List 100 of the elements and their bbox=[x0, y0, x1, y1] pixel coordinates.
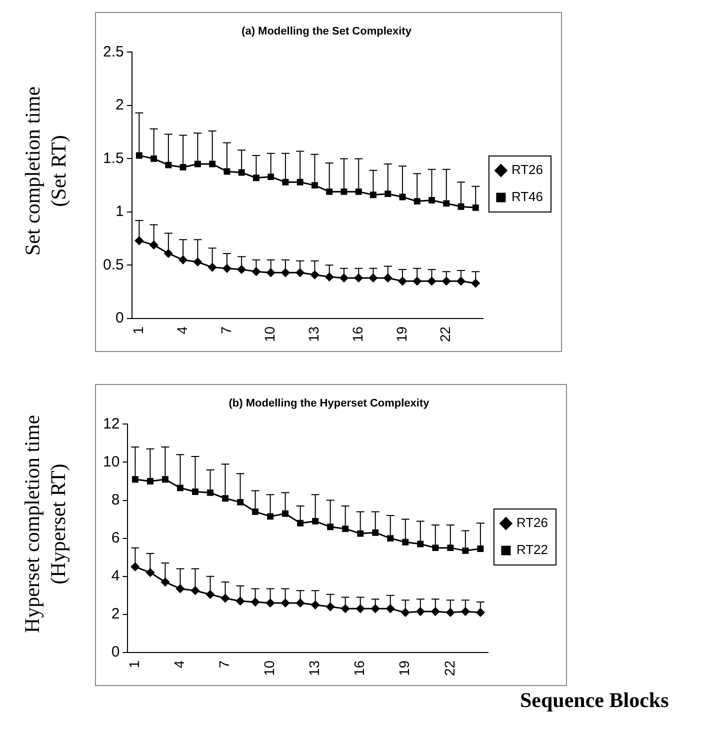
x-tick-label: 22 bbox=[441, 660, 458, 676]
point bbox=[165, 162, 172, 168]
point bbox=[399, 194, 406, 200]
x-tick-label: 16 bbox=[349, 326, 366, 342]
point bbox=[130, 562, 140, 572]
y-tick-label: 0 bbox=[116, 310, 124, 327]
legend-label: RT22 bbox=[516, 542, 548, 558]
point bbox=[237, 265, 246, 274]
point bbox=[237, 498, 244, 506]
point bbox=[476, 608, 485, 617]
point bbox=[177, 484, 184, 492]
point bbox=[266, 268, 276, 277]
point bbox=[252, 267, 260, 276]
chart-title: (b) Modelling the Hyperset Complexity bbox=[228, 398, 430, 410]
x-tick-label: 19 bbox=[393, 326, 410, 342]
point bbox=[442, 276, 451, 286]
point bbox=[224, 168, 230, 175]
point bbox=[356, 604, 365, 613]
point bbox=[427, 276, 436, 286]
point bbox=[146, 568, 154, 577]
y-tick-label: 6 bbox=[111, 529, 120, 546]
point bbox=[222, 264, 232, 273]
x-tick-label: 7 bbox=[216, 660, 232, 668]
x-tick-label: 19 bbox=[396, 660, 412, 676]
x-tick-label: 22 bbox=[437, 326, 454, 342]
point bbox=[461, 607, 470, 616]
point bbox=[401, 608, 410, 617]
y-tick-label: 2 bbox=[116, 96, 124, 114]
point bbox=[180, 164, 186, 170]
point bbox=[251, 598, 260, 606]
point bbox=[132, 476, 138, 483]
y-axis-title: Hyperset completion time (Hyperset RT) bbox=[19, 414, 72, 634]
y-axis-title: Set completion time (Set RT) bbox=[19, 86, 72, 256]
point bbox=[471, 279, 480, 288]
point bbox=[477, 546, 484, 552]
point bbox=[282, 510, 289, 517]
point bbox=[384, 190, 392, 198]
chart-title: (a) Modelling the Set Complexity bbox=[242, 26, 412, 38]
y-tick-label: 1 bbox=[116, 203, 124, 220]
point bbox=[370, 192, 376, 198]
point bbox=[193, 258, 202, 266]
y-tick-label: 0 bbox=[111, 644, 120, 661]
point bbox=[190, 586, 200, 595]
point bbox=[372, 529, 379, 536]
point bbox=[412, 276, 422, 286]
x-tick-label: 13 bbox=[306, 660, 322, 676]
point bbox=[176, 584, 184, 593]
point bbox=[282, 178, 289, 186]
point bbox=[357, 530, 364, 537]
point bbox=[296, 268, 304, 277]
point bbox=[206, 590, 214, 599]
point bbox=[326, 602, 335, 612]
point bbox=[252, 508, 258, 515]
x-tick-label: 10 bbox=[261, 660, 278, 676]
point bbox=[327, 524, 334, 530]
point bbox=[446, 608, 455, 617]
y-tick-label: 8 bbox=[111, 491, 120, 508]
point bbox=[458, 203, 464, 210]
point bbox=[208, 263, 217, 272]
point bbox=[387, 535, 394, 542]
point bbox=[207, 489, 214, 496]
y-tick-label: 10 bbox=[102, 453, 120, 470]
point bbox=[236, 596, 245, 606]
point bbox=[311, 600, 320, 610]
x-axis-title: Sequence Blocks bbox=[520, 688, 669, 712]
point bbox=[162, 476, 168, 483]
point bbox=[310, 270, 319, 280]
legend-label: RT26 bbox=[516, 515, 548, 530]
x-tick-label: 4 bbox=[174, 326, 190, 334]
point bbox=[194, 160, 201, 168]
point bbox=[368, 274, 378, 282]
point bbox=[252, 174, 260, 182]
point bbox=[340, 188, 348, 195]
point bbox=[296, 178, 304, 186]
point bbox=[342, 526, 349, 532]
x-tick-label: 1 bbox=[130, 326, 146, 334]
x-tick-label: 7 bbox=[218, 326, 234, 334]
point bbox=[160, 578, 170, 586]
point bbox=[386, 604, 395, 613]
point bbox=[296, 598, 305, 608]
x-tick-label: 13 bbox=[306, 326, 322, 342]
legend-label: RT46 bbox=[511, 189, 544, 204]
point bbox=[398, 276, 407, 286]
point bbox=[134, 236, 144, 245]
y-tick-label: 1.5 bbox=[102, 150, 124, 167]
point bbox=[384, 274, 392, 282]
point bbox=[402, 538, 409, 546]
point bbox=[428, 197, 435, 204]
x-tick-label: 16 bbox=[351, 660, 368, 676]
point bbox=[136, 152, 142, 159]
point bbox=[146, 478, 154, 484]
point bbox=[266, 598, 275, 608]
y-tick-label: 4 bbox=[111, 567, 120, 584]
point bbox=[456, 276, 466, 286]
point bbox=[281, 598, 290, 608]
point bbox=[267, 513, 274, 520]
point bbox=[281, 268, 290, 277]
point bbox=[340, 274, 348, 282]
point bbox=[462, 547, 469, 554]
y-tick-label: 2.5 bbox=[102, 43, 124, 60]
